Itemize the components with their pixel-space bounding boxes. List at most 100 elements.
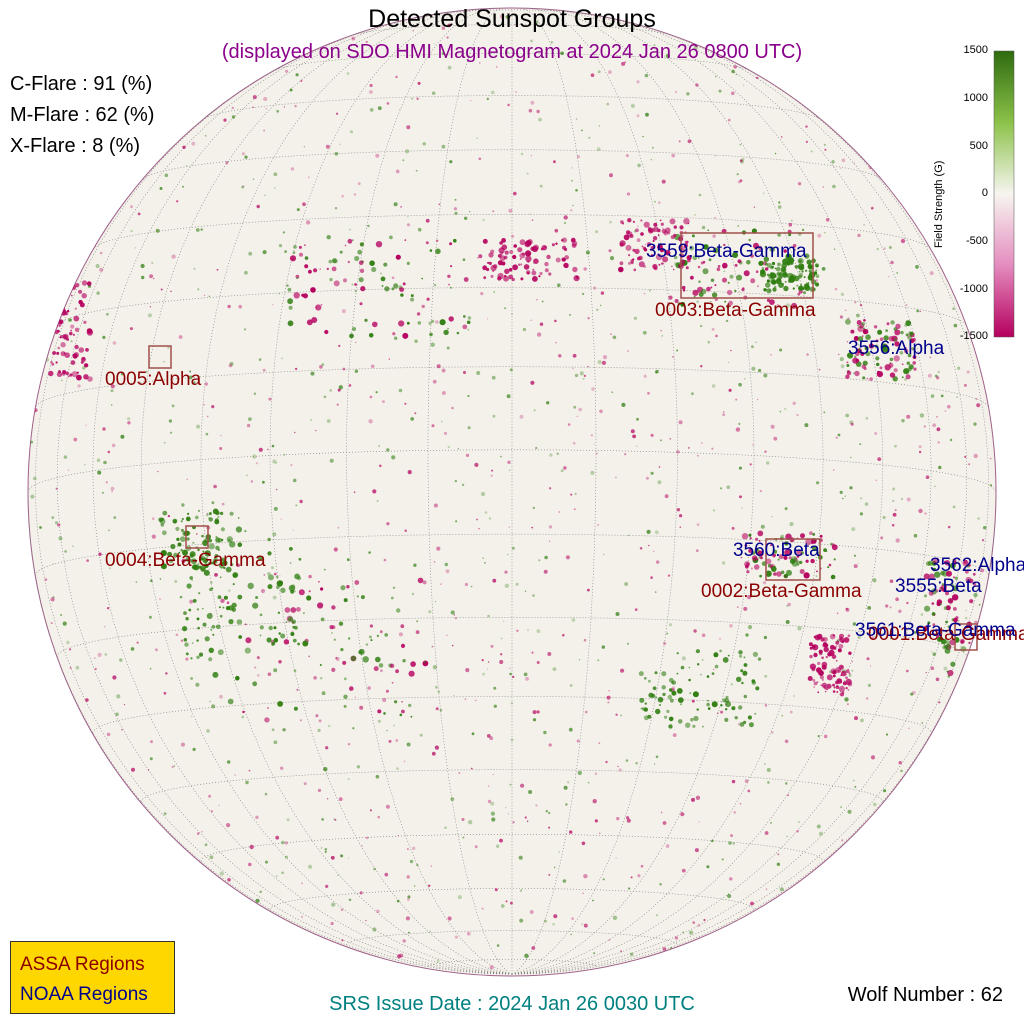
active-region-speckle <box>966 677 970 681</box>
field-speckle <box>766 767 771 773</box>
field-speckle <box>964 616 968 620</box>
active-region-speckle <box>838 685 846 693</box>
field-speckle <box>578 407 582 412</box>
field-speckle <box>989 484 993 487</box>
field-speckle <box>646 529 651 535</box>
field-speckle <box>228 363 233 368</box>
active-region-speckle <box>638 261 645 268</box>
active-region-speckle <box>845 686 848 690</box>
active-region-speckle <box>170 543 176 550</box>
active-region-speckle <box>662 256 669 263</box>
field-speckle <box>859 443 862 445</box>
field-speckle <box>796 830 799 833</box>
field-speckle <box>596 308 599 311</box>
field-speckle <box>386 729 388 732</box>
field-speckle <box>317 728 321 733</box>
field-speckle <box>877 457 882 461</box>
active-region-speckle <box>662 692 666 697</box>
field-speckle <box>938 465 942 470</box>
active-region-speckle <box>562 245 567 250</box>
active-region-speckle <box>373 666 379 672</box>
active-region-speckle <box>646 242 652 247</box>
active-region-speckle <box>232 572 239 578</box>
field-speckle <box>401 709 405 714</box>
field-speckle <box>330 921 334 926</box>
active-region-speckle <box>180 536 186 542</box>
field-speckle <box>652 550 655 553</box>
field-speckle <box>273 187 276 190</box>
field-speckle <box>509 368 513 372</box>
field-speckle <box>590 434 594 437</box>
field-speckle <box>802 228 805 231</box>
active-region-speckle <box>743 720 747 725</box>
field-speckle <box>732 842 735 845</box>
field-speckle <box>750 901 754 906</box>
field-speckle <box>753 206 756 208</box>
active-region-speckle <box>296 607 301 612</box>
field-speckle <box>947 525 951 529</box>
field-speckle <box>573 508 576 511</box>
field-speckle <box>920 586 923 589</box>
field-speckle <box>661 227 664 230</box>
field-speckle <box>171 404 175 408</box>
active-region-speckle <box>398 320 405 327</box>
field-speckle <box>130 230 133 233</box>
field-speckle <box>328 724 331 728</box>
field-speckle <box>173 765 176 767</box>
active-region-speckle <box>807 676 813 681</box>
active-region-speckle <box>826 674 833 681</box>
field-speckle <box>697 257 700 259</box>
active-region-speckle <box>519 239 526 246</box>
field-speckle <box>571 618 576 622</box>
active-region-speckle <box>757 657 762 661</box>
active-region-speckle <box>857 325 864 332</box>
active-region-speckle <box>74 327 80 332</box>
field-speckle <box>175 633 179 637</box>
active-region-speckle <box>835 640 840 645</box>
active-region-speckle <box>761 267 765 270</box>
active-region-speckle <box>406 321 410 325</box>
field-speckle <box>697 923 701 927</box>
assa-region-label: 0004:Beta-Gamma <box>105 550 266 571</box>
field-speckle <box>906 601 909 605</box>
field-speckle <box>209 700 211 703</box>
field-speckle <box>467 328 470 331</box>
active-region-speckle <box>508 274 514 280</box>
active-region-speckle <box>827 652 832 657</box>
field-speckle <box>66 640 70 645</box>
field-speckle <box>244 530 247 533</box>
active-region-speckle <box>482 238 488 244</box>
active-region-speckle <box>229 541 236 548</box>
active-region-speckle <box>343 704 347 708</box>
wolf-number: Wolf Number : 62 <box>847 984 1003 1006</box>
active-region-speckle <box>664 249 670 255</box>
active-region-speckle <box>79 302 85 308</box>
active-region-speckle <box>830 542 833 546</box>
active-region-speckle <box>184 642 189 647</box>
field-speckle <box>731 69 735 74</box>
field-speckle <box>731 91 735 96</box>
field-speckle <box>630 103 636 108</box>
active-region-speckle <box>836 678 843 684</box>
field-speckle <box>603 553 605 556</box>
field-speckle <box>874 432 878 435</box>
field-speckle <box>569 830 573 834</box>
field-speckle <box>609 256 615 261</box>
field-speckle <box>530 100 535 105</box>
active-region-speckle <box>86 281 92 286</box>
active-region-speckle <box>685 266 689 270</box>
field-speckle <box>385 804 390 809</box>
active-region-speckle <box>632 248 636 252</box>
field-speckle <box>186 478 188 480</box>
active-region-speckle <box>76 374 82 381</box>
active-region-speckle <box>182 549 188 556</box>
field-speckle <box>981 539 985 542</box>
field-speckle <box>752 444 754 446</box>
active-region-speckle <box>381 285 384 287</box>
active-region-speckle <box>57 329 60 333</box>
field-speckle <box>524 953 529 958</box>
field-speckle <box>384 872 389 877</box>
field-speckle <box>797 821 800 823</box>
field-speckle <box>626 818 631 823</box>
field-speckle <box>252 106 254 108</box>
